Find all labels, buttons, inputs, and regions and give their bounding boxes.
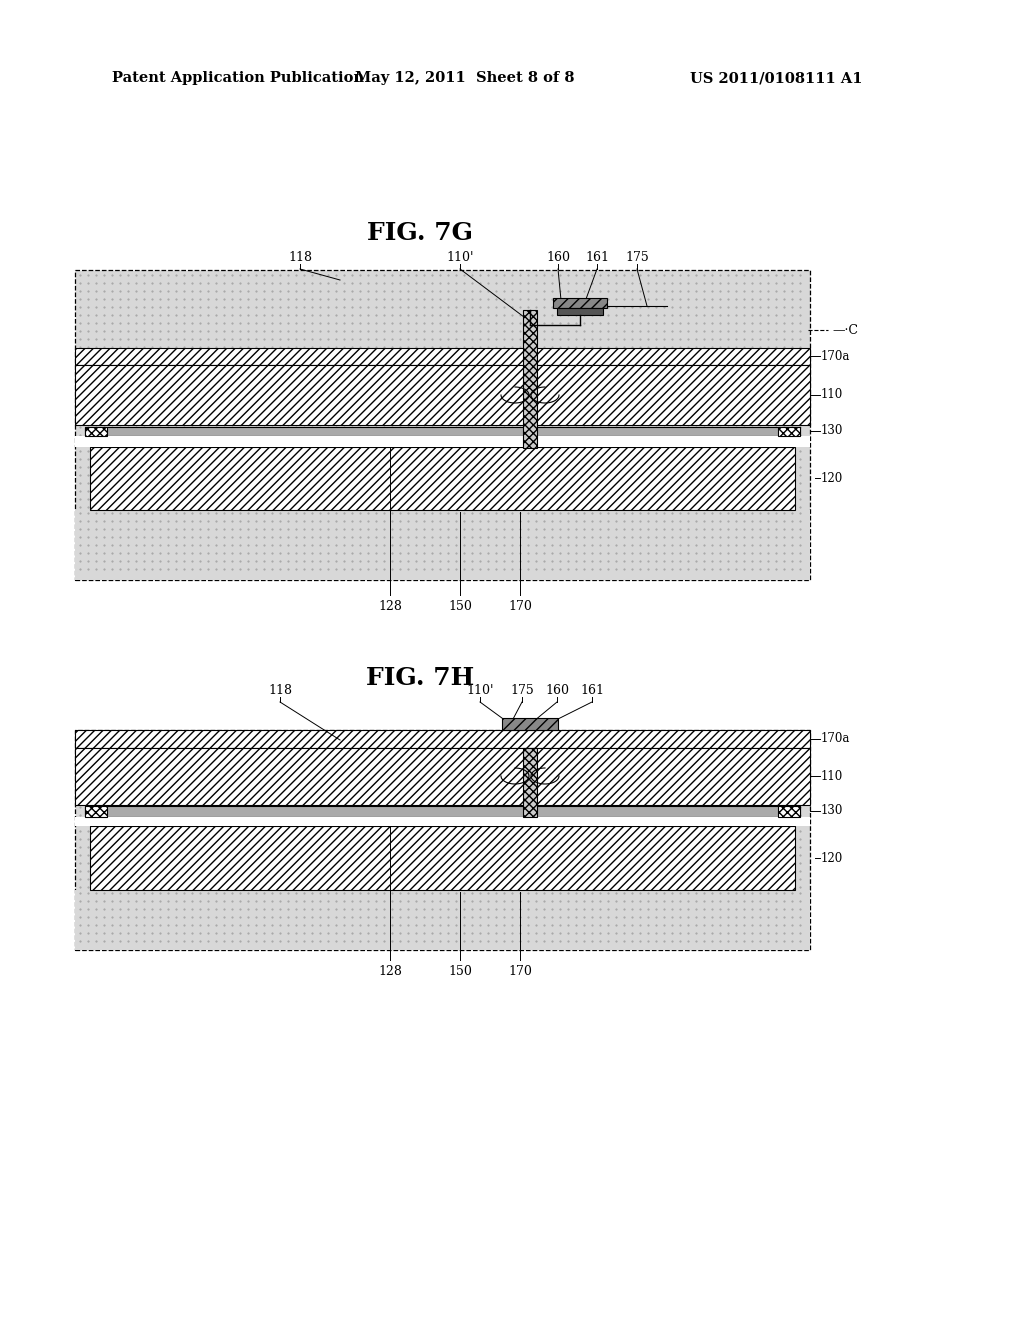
Bar bbox=[90, 447, 795, 510]
Text: 170a: 170a bbox=[821, 350, 850, 363]
Bar bbox=[553, 298, 607, 308]
Bar bbox=[85, 807, 800, 817]
Bar bbox=[75, 890, 810, 950]
Text: FIG. 7G: FIG. 7G bbox=[367, 220, 473, 246]
Text: 118: 118 bbox=[268, 684, 292, 697]
Text: 175: 175 bbox=[625, 251, 649, 264]
Text: 130: 130 bbox=[821, 804, 844, 817]
Bar bbox=[778, 426, 800, 436]
Bar bbox=[75, 730, 810, 748]
Bar bbox=[75, 510, 810, 579]
Text: 110: 110 bbox=[821, 388, 843, 401]
Bar bbox=[523, 310, 537, 447]
Text: Patent Application Publication: Patent Application Publication bbox=[112, 71, 364, 84]
Text: 170: 170 bbox=[508, 601, 531, 612]
Text: 110': 110' bbox=[446, 251, 474, 264]
Text: 161: 161 bbox=[580, 684, 604, 697]
Text: 170a: 170a bbox=[821, 733, 850, 746]
Text: 170: 170 bbox=[508, 965, 531, 978]
Bar bbox=[75, 730, 810, 950]
Bar bbox=[85, 426, 800, 436]
Text: 161: 161 bbox=[585, 251, 609, 264]
Bar bbox=[75, 748, 810, 805]
Bar bbox=[75, 348, 810, 366]
Text: 128: 128 bbox=[378, 965, 402, 978]
Bar bbox=[75, 366, 810, 425]
Text: 120: 120 bbox=[821, 851, 843, 865]
Bar bbox=[75, 436, 810, 447]
Text: —·C: —·C bbox=[831, 323, 858, 337]
Text: 110: 110 bbox=[821, 770, 843, 783]
Text: 120: 120 bbox=[821, 471, 843, 484]
Text: FIG. 7H: FIG. 7H bbox=[366, 667, 474, 690]
Text: May 12, 2011  Sheet 8 of 8: May 12, 2011 Sheet 8 of 8 bbox=[355, 71, 574, 84]
Bar bbox=[523, 748, 537, 817]
Text: 150: 150 bbox=[449, 601, 472, 612]
Text: 128: 128 bbox=[378, 601, 402, 612]
Text: 150: 150 bbox=[449, 965, 472, 978]
Text: 118: 118 bbox=[288, 251, 312, 264]
Bar bbox=[502, 718, 558, 730]
Text: 175: 175 bbox=[510, 684, 534, 697]
Bar bbox=[90, 826, 795, 890]
Text: 110': 110' bbox=[466, 684, 494, 697]
Text: US 2011/0108111 A1: US 2011/0108111 A1 bbox=[690, 71, 862, 84]
Bar bbox=[778, 807, 800, 817]
Bar bbox=[85, 807, 106, 817]
Text: 160: 160 bbox=[545, 684, 569, 697]
Bar bbox=[85, 426, 106, 436]
Bar bbox=[75, 271, 810, 579]
Bar bbox=[75, 817, 810, 826]
Bar bbox=[557, 308, 603, 315]
Text: 130: 130 bbox=[821, 425, 844, 437]
Text: 160: 160 bbox=[546, 251, 570, 264]
